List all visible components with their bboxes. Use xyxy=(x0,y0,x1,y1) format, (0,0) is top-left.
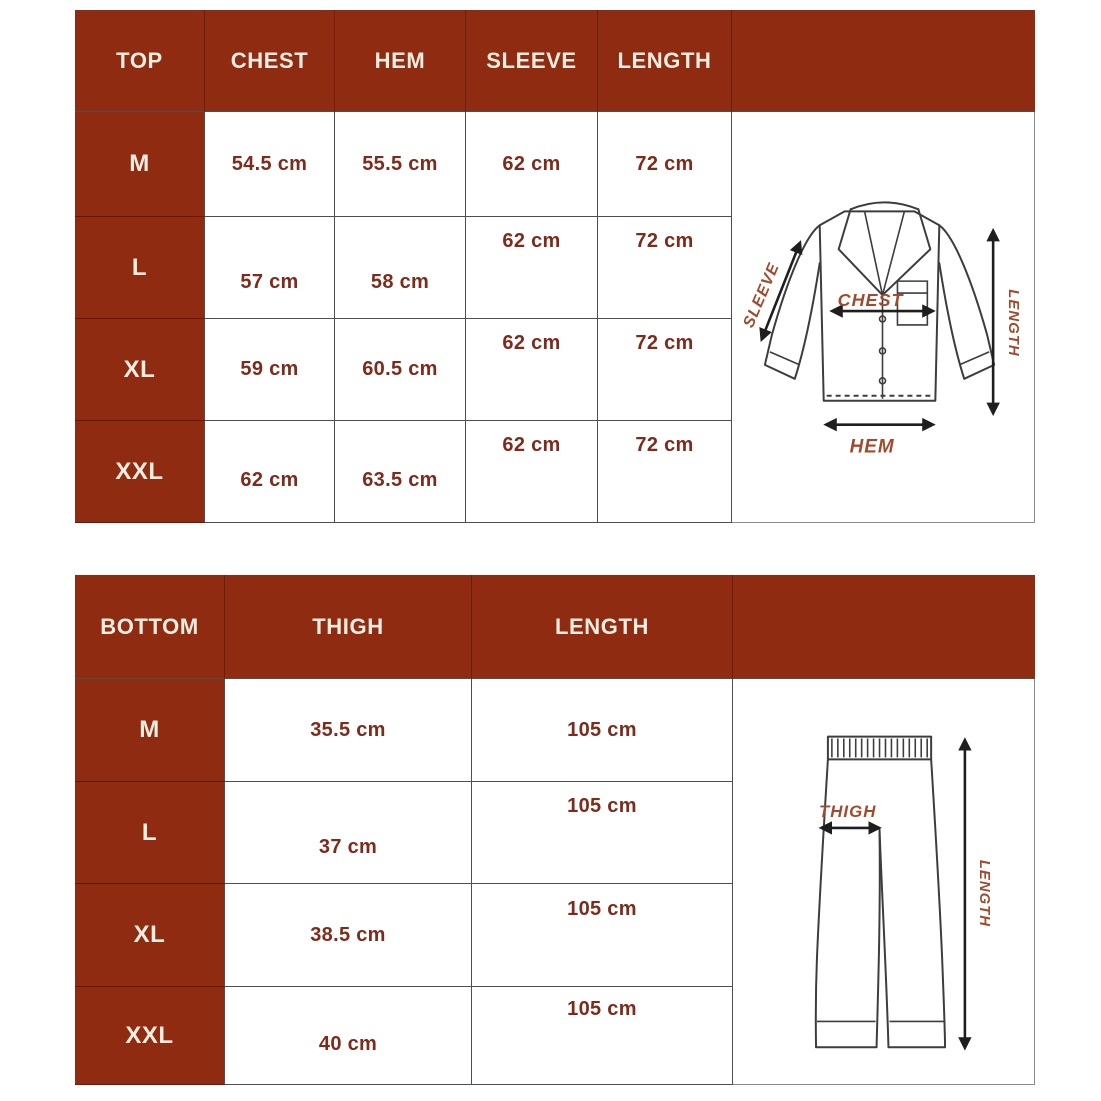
pajama-bottom-diagram: THIGH LENGTH xyxy=(814,735,992,1051)
header-cell-bottom: BOTTOM xyxy=(75,575,225,679)
header-cell-length-bottom: LENGTH xyxy=(472,575,733,679)
shirt-cuff-right xyxy=(958,351,990,366)
bottom-size-table: BOTTOM THIGH LENGTH xyxy=(75,575,1035,1085)
value-cell: 55.5 cm xyxy=(335,112,466,217)
shirt-lapel-left xyxy=(837,208,884,297)
row-label-xl: XL xyxy=(75,884,225,987)
value-cell: 37 cm xyxy=(225,782,472,884)
value-cell: 54.5 cm xyxy=(205,112,335,217)
header-cell-chest: CHEST xyxy=(205,10,335,112)
shirt-lapel-right xyxy=(881,208,932,297)
value-cell: 105 cm xyxy=(472,679,733,782)
shirt-button xyxy=(878,347,887,355)
header-filler xyxy=(732,10,1035,112)
value-cell: 62 cm xyxy=(466,319,598,421)
value-cell: 63.5 cm xyxy=(335,421,466,523)
value-cell: 72 cm xyxy=(598,112,732,217)
value-cell: 38.5 cm xyxy=(225,884,472,987)
value-cell: 105 cm xyxy=(472,884,733,987)
value-cell: 62 cm xyxy=(466,217,598,319)
value-cell: 57 cm xyxy=(205,217,335,319)
value-cell: 72 cm xyxy=(598,217,732,319)
shirt-lapel-right-fold xyxy=(881,211,906,296)
value-cell: 105 cm xyxy=(472,987,733,1085)
pants-thigh-label: THIGH xyxy=(819,802,876,821)
shirt-sleeve-right xyxy=(938,224,996,380)
pants-leg-right xyxy=(878,758,947,1049)
shirt-sleeve-left xyxy=(763,224,821,380)
pajama-bottom-diagram-panel: THIGH LENGTH xyxy=(733,679,1035,1085)
header-cell-top: TOP xyxy=(75,10,205,112)
header-cell-length: LENGTH xyxy=(598,10,732,112)
shirt-collar-back xyxy=(849,201,920,211)
shirt-button xyxy=(878,377,887,385)
shirt-chest-label: CHEST xyxy=(838,290,905,310)
shirt-hem-label: HEM xyxy=(850,437,895,458)
row-label-xl: XL xyxy=(75,319,205,421)
pants-length-label: LENGTH xyxy=(976,860,992,927)
shirt-cuff-left xyxy=(769,351,801,366)
header-cell-hem: HEM xyxy=(335,10,466,112)
header-cell-sleeve: SLEEVE xyxy=(466,10,598,112)
row-label-xxl: XXL xyxy=(75,987,225,1085)
header-cell-thigh: THIGH xyxy=(225,575,472,679)
value-cell: 62 cm xyxy=(205,421,335,523)
value-cell: 62 cm xyxy=(466,112,598,217)
pants-waistband-elastic-hatch xyxy=(831,738,928,758)
value-cell: 35.5 cm xyxy=(225,679,472,782)
row-label-l: L xyxy=(75,782,225,884)
pants-leg-left xyxy=(814,758,881,1049)
shirt-lapel-left-fold xyxy=(863,211,884,296)
shirt-length-label: LENGTH xyxy=(1005,289,1022,357)
value-cell: 72 cm xyxy=(598,421,732,523)
value-cell: 40 cm xyxy=(225,987,472,1085)
value-cell: 59 cm xyxy=(205,319,335,421)
sleeve-measure-arrow xyxy=(759,240,803,343)
value-cell: 62 cm xyxy=(466,421,598,523)
row-label-m: M xyxy=(75,112,205,217)
row-label-l: L xyxy=(75,217,205,319)
pajama-top-diagram-panel: SLEEVE CHEST LENGTH HEM xyxy=(732,112,1035,523)
value-cell: 60.5 cm xyxy=(335,319,466,421)
top-size-table: TOP CHEST HEM SLEEVE LENGTH xyxy=(75,10,1035,523)
value-cell: 58 cm xyxy=(335,217,466,319)
row-label-m: M xyxy=(75,679,225,782)
header-filler xyxy=(733,575,1035,679)
pajama-top-diagram: SLEEVE CHEST LENGTH HEM xyxy=(740,201,1022,458)
value-cell: 72 cm xyxy=(598,319,732,421)
value-cell: 105 cm xyxy=(472,782,733,884)
row-label-xxl: XXL xyxy=(75,421,205,523)
